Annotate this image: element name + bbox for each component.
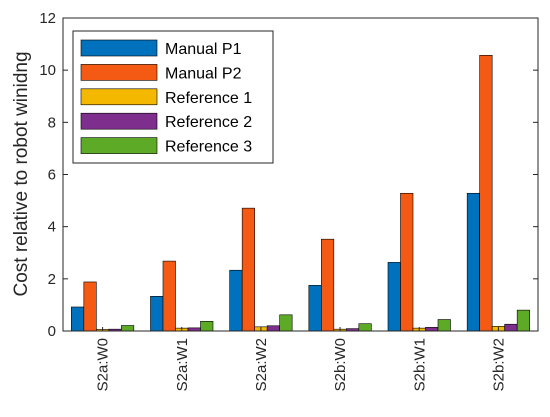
bar [121, 325, 135, 332]
y-tick-label: 6 [48, 167, 56, 184]
bar [504, 323, 518, 332]
legend-label: Reference 2 [165, 114, 252, 131]
y-tick-label: 10 [39, 62, 56, 79]
bar [241, 207, 255, 332]
bars-layer [71, 54, 530, 332]
y-tick-label: 0 [48, 323, 56, 340]
bar [279, 314, 293, 332]
legend-label: Reference 3 [165, 139, 252, 156]
axes-layer: S2a:W0 S2a:W1 S2a:W2 S2b:W0 S2b:W1 S2b:W2 0 2 4 6… [39, 10, 539, 391]
legend-label: Manual P2 [165, 65, 242, 82]
x-tick-label: S2b:W1 [411, 338, 428, 391]
bar [229, 269, 243, 332]
y-tick-label: 8 [48, 114, 56, 131]
bar [162, 260, 176, 332]
x-tick-label: S2a:W0 [95, 338, 112, 391]
bar [200, 321, 214, 332]
bar [71, 306, 85, 332]
bar [266, 325, 280, 332]
legend-swatch [80, 137, 158, 154]
bar [437, 319, 451, 332]
y-tick-label: 2 [48, 271, 56, 288]
bar [387, 262, 401, 332]
bar [425, 327, 439, 332]
legend: Manual P1 Manual P2 Reference 1 Reference 2… [72, 30, 274, 164]
bar [358, 323, 372, 332]
y-axis-label: Cost relative to robot winidng [11, 51, 32, 296]
bar [83, 281, 97, 332]
bar [308, 285, 322, 332]
bar [516, 309, 530, 332]
y-tick-label: 4 [48, 219, 56, 236]
x-tick-label: S2a:W1 [174, 338, 191, 391]
legend-swatch [80, 112, 158, 130]
x-tick-label: S2a:W2 [253, 338, 270, 391]
bar [466, 192, 480, 332]
bar [400, 192, 414, 332]
legend-swatch [80, 39, 158, 57]
bar [150, 296, 164, 332]
legend-swatch [80, 64, 158, 81]
legend-swatch [80, 88, 158, 106]
x-tick-label: S2b:W2 [490, 338, 507, 391]
legend-label: Reference 1 [165, 90, 252, 107]
bar [479, 54, 493, 332]
y-tick-label: 12 [39, 10, 56, 27]
x-tick-label: S2b:W0 [332, 338, 349, 391]
legend-label: Manual P1 [165, 41, 242, 58]
bar [321, 238, 335, 332]
